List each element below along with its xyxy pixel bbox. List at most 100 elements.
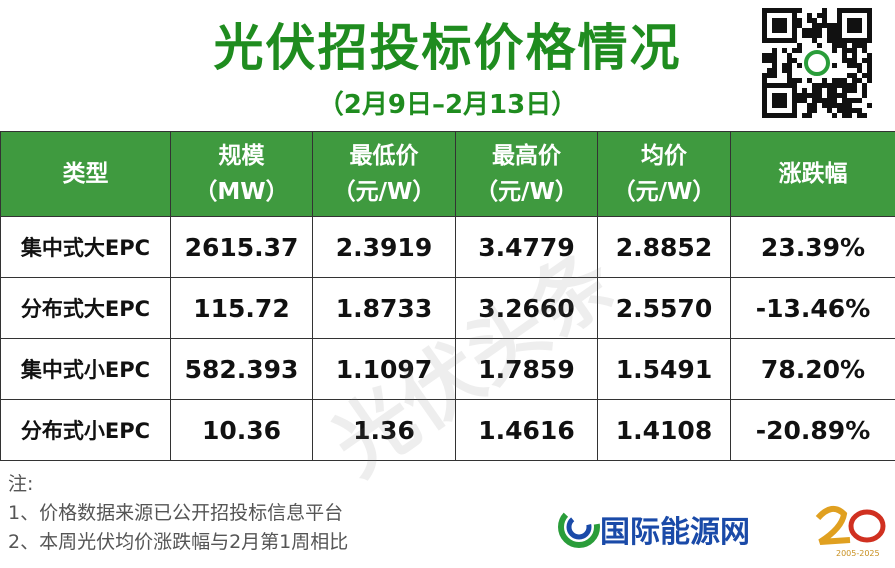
qr-module (867, 63, 872, 68)
qr-module (832, 113, 837, 118)
qr-module (812, 28, 817, 33)
qr-module (772, 58, 777, 63)
table-cell: 1.4108 (597, 399, 731, 461)
qr-module (857, 63, 862, 68)
qr-module (847, 103, 852, 108)
qr-module (817, 23, 822, 28)
qr-module (852, 73, 857, 78)
qr-module (867, 58, 872, 63)
qr-module (822, 83, 827, 88)
qr-module (797, 93, 802, 98)
note: 2、本周光伏均价涨跌幅与2月第1周相比 (8, 531, 349, 553)
header-cell: 均价 （元/W） (597, 131, 731, 217)
qr-module (862, 58, 867, 63)
qr-module (807, 113, 812, 118)
type-cell: 分布式小EPC (0, 399, 171, 461)
qr-module (797, 98, 802, 103)
header-cell: 最低价 （元/W） (312, 131, 456, 217)
qr-module (787, 78, 792, 83)
qr-module (842, 58, 847, 63)
qr-module (817, 28, 822, 33)
qr-module (817, 13, 822, 18)
qr-module (837, 83, 842, 88)
qr-module (852, 78, 857, 83)
qr-module (822, 8, 827, 13)
qr-module (802, 88, 807, 93)
qr-module (842, 78, 847, 83)
qr-module (847, 98, 852, 103)
qr-module (767, 58, 772, 63)
qr-module (857, 113, 862, 118)
qr-module (787, 68, 792, 73)
qr-module (817, 93, 822, 98)
qr-module (812, 83, 817, 88)
qr-module (802, 28, 807, 33)
qr-module (807, 13, 812, 18)
brand-icon (558, 506, 600, 548)
header-cell: 类型 (0, 131, 171, 217)
qr-module (852, 88, 857, 93)
table-cell: 582.393 (170, 338, 313, 400)
qr-module (827, 23, 832, 28)
qr-module (822, 98, 827, 103)
price-table: 类型 规模 （MW） 最低价 （元/W） 最高价 （元/W） 均价 （元/W） 涨跌幅 集中式大E… (0, 131, 895, 461)
table-cell: 3.4779 (455, 216, 598, 278)
qr-module (842, 88, 847, 93)
qr-module (812, 38, 817, 43)
qr-module (857, 98, 862, 103)
table-cell: 78.20% (730, 338, 895, 400)
header-text: 涨跌幅 (778, 161, 848, 187)
title: 光伏招投标价格情况 (213, 19, 682, 77)
qr-module (812, 18, 817, 23)
qr-module (852, 83, 857, 88)
qr-module (852, 53, 857, 58)
qr-module (827, 98, 832, 103)
table-cell: 10.36 (170, 399, 313, 461)
header-text: 最低价 (349, 143, 419, 169)
qr-module (797, 78, 802, 83)
qr-module (782, 68, 787, 73)
qr-module (782, 48, 787, 53)
qr-module (832, 63, 837, 68)
qr-module (772, 93, 787, 108)
qr-module (832, 28, 837, 33)
qr-module (832, 78, 837, 83)
qr-module (837, 103, 842, 108)
qr-module (847, 63, 852, 68)
table-cell: -20.89% (730, 399, 895, 461)
qr-module (857, 43, 862, 48)
qr-module (852, 48, 857, 53)
qr-module (812, 108, 817, 113)
qr-logo (804, 50, 830, 76)
qr-module (852, 58, 857, 63)
qr-module (852, 63, 857, 68)
qr-module (762, 53, 767, 58)
qr-module (797, 8, 802, 13)
qr-module (862, 93, 867, 98)
header-text: 最高价 (492, 143, 561, 169)
type-cell: 集中式大EPC (0, 216, 171, 278)
qr-module (807, 108, 812, 113)
qr-module (792, 58, 797, 63)
qr-module (762, 78, 767, 83)
qr-module (847, 48, 852, 53)
qr-module (832, 88, 837, 93)
table-cell: 2.5570 (597, 277, 731, 339)
qr-module (862, 73, 867, 78)
qr-module (812, 103, 817, 108)
qr-module (802, 98, 807, 103)
table-row: 集中式大EPC 2615.37 2.3919 3.4779 2.8852 23.39% (0, 216, 895, 278)
qr-module (852, 108, 857, 113)
header-text: 类型 (62, 161, 109, 187)
type-cell: 分布式大EPC (0, 277, 171, 339)
type-cell: 集中式小EPC (0, 338, 171, 400)
qr-module (767, 53, 772, 58)
qr-module (842, 98, 847, 103)
qr-module (847, 73, 852, 78)
qr-module (857, 68, 862, 73)
qr-module (767, 68, 772, 73)
table-row: 分布式大EPC 115.72 1.8733 3.2660 2.5570 -13.46% (0, 277, 895, 339)
table-cell: 1.8733 (312, 277, 456, 339)
qr-module (802, 113, 807, 118)
